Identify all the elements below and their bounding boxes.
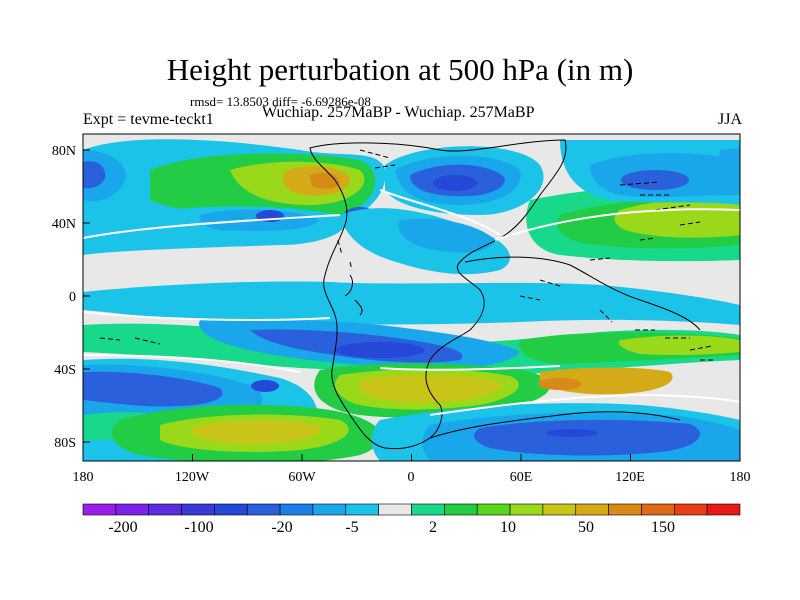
lon-label: 60E (510, 470, 533, 485)
coastline (464, 256, 701, 331)
supercontinent-outline (309, 139, 567, 450)
contour-region (433, 175, 477, 191)
zero-contours (83, 189, 740, 416)
colorbar-swatch (82, 503, 117, 516)
comparison-label: Wuchiap. 257MaBP - Wuchiap. 257MaBP (262, 104, 535, 121)
colorbar-swatch (378, 503, 412, 516)
colorbar-swatch (115, 503, 149, 516)
colorbar-swatch (148, 503, 182, 516)
contour-region (360, 374, 501, 403)
colorbar-swatch (345, 503, 379, 516)
lon-label: 60W (288, 470, 316, 485)
lon-label: 0 (408, 470, 415, 485)
contour-region (621, 170, 689, 190)
lon-label: 120W (175, 470, 210, 485)
lat-labels: 80N 40N 0 40S 80S (52, 144, 76, 451)
contour-region (83, 161, 106, 189)
lat-tick-marks (83, 149, 90, 443)
lat-label: 40N (52, 217, 76, 232)
contour-region (618, 335, 740, 356)
contour-region (538, 378, 582, 390)
rmsd-stats: rmsd= 13.8503 diff= -6.69286e-08 (190, 94, 371, 109)
lon-label: 180 (730, 470, 751, 485)
lon-tick-marks (82, 454, 741, 461)
colorbar-swatch (476, 503, 511, 516)
contour-region (719, 148, 740, 190)
lon-label: 180 (73, 470, 94, 485)
colorbar-swatch (706, 503, 741, 516)
colorbar-swatch (312, 503, 347, 516)
contour-region (335, 342, 425, 358)
colorbar-swatch (279, 503, 314, 516)
coastline (344, 274, 363, 316)
lat-label: 0 (69, 290, 76, 305)
lat-label: 80N (52, 144, 76, 159)
island-outlines (99, 149, 715, 361)
season-label: JJA (717, 111, 742, 128)
coastline (429, 411, 681, 439)
colorbar-label: 10 (500, 519, 516, 536)
colorbar-swatch (509, 503, 544, 516)
contour-region (83, 371, 223, 407)
contour-region (546, 429, 598, 437)
colorbar-label: -200 (108, 519, 137, 536)
colorbar-swatch (214, 503, 248, 516)
experiment-label: Expt = tevme-teckt1 (83, 111, 214, 128)
colorbar-swatch (575, 503, 609, 516)
colorbar-labels: -200 -100 -20 -5 2 10 50 150 (108, 519, 675, 536)
contour-region (474, 419, 700, 456)
colorbar-swatch (673, 503, 708, 516)
colorbar-label: 2 (429, 519, 437, 536)
contour-region (83, 281, 740, 325)
contour-region (190, 420, 321, 444)
colorbar-label: 50 (578, 519, 594, 536)
colorbar-swatch (246, 503, 281, 516)
lat-label: 40S (54, 363, 76, 378)
contour-region (398, 218, 495, 253)
colorbar-swatch (444, 503, 478, 516)
colorbar (82, 503, 741, 516)
map-title: Height perturbation at 500 hPa (in m) (166, 52, 634, 87)
contour-field (83, 134, 740, 461)
colorbar-swatch (608, 503, 642, 516)
colorbar-swatch (181, 503, 215, 516)
colorbar-swatch (411, 503, 445, 516)
continent-outline (309, 139, 701, 450)
colorbar-swatch (641, 503, 675, 516)
colorbar-label: 150 (651, 519, 675, 536)
lat-label: 80S (54, 436, 76, 451)
colorbar-swatch (542, 503, 577, 516)
lon-labels: 180 120W 60W 0 60E 120E 180 (73, 470, 751, 485)
colorbar-label: -5 (345, 519, 358, 536)
colorbar-label: -100 (184, 519, 213, 536)
colorbar-label: -20 (271, 519, 292, 536)
contour-region (251, 380, 279, 392)
lon-label: 120E (615, 470, 645, 485)
